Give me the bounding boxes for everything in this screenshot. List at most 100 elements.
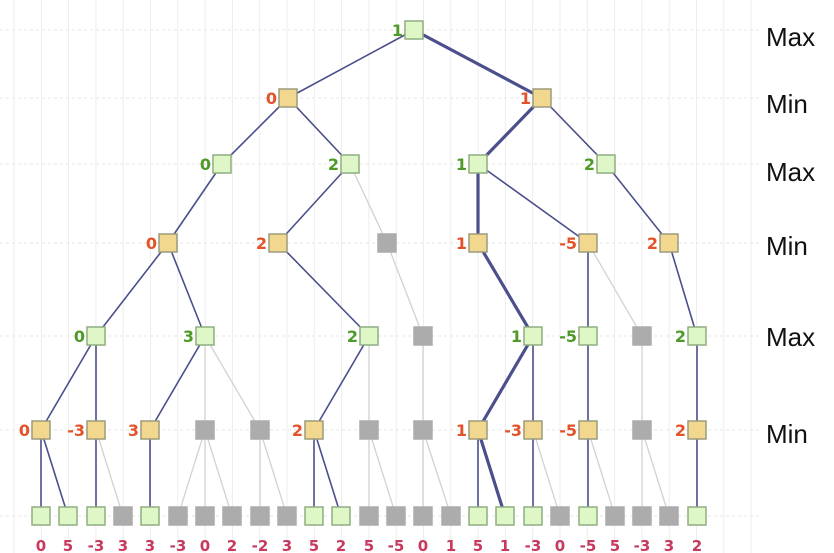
min-node-value: 0	[19, 421, 30, 440]
tree-edge	[313, 335, 370, 431]
max-node-value: 1	[456, 155, 467, 174]
tree-edge	[287, 97, 351, 165]
min-node	[468, 420, 488, 440]
leaf-value: 2	[227, 537, 237, 553]
best-move-edge	[476, 335, 535, 431]
pruned-leaf-node	[605, 506, 625, 526]
tree-edge	[477, 163, 589, 244]
tree-edge	[277, 163, 351, 244]
min-node	[659, 233, 679, 253]
min-node	[687, 420, 707, 440]
min-node-value: -5	[559, 234, 577, 253]
pruned-edge	[204, 335, 261, 431]
pruned-edge	[532, 429, 561, 517]
min-node	[278, 88, 298, 108]
tree-edge	[221, 97, 289, 165]
pruned-leaf-node	[195, 506, 215, 526]
max-node-value: 2	[328, 155, 339, 174]
min-node-value: 2	[256, 234, 267, 253]
pruned-min-node	[359, 420, 379, 440]
leaf-value: -5	[388, 537, 405, 553]
min-node	[532, 88, 552, 108]
leaf-node	[31, 506, 51, 526]
pruned-max-node	[632, 326, 652, 346]
pruned-edge	[386, 242, 424, 337]
min-node	[158, 233, 178, 253]
leaf-value: -5	[580, 537, 597, 553]
best-move-edge	[476, 429, 507, 517]
pruned-edge	[368, 429, 397, 517]
min-node-value: -3	[504, 421, 522, 440]
min-node	[468, 233, 488, 253]
pruned-edge	[259, 429, 288, 517]
level-label-min: Min	[766, 419, 808, 449]
pruned-leaf-node	[550, 506, 570, 526]
leaf-node	[140, 506, 160, 526]
leaf-value: 3	[282, 537, 292, 553]
pruned-leaf-node	[659, 506, 679, 526]
leaf-node	[578, 506, 598, 526]
max-node-value: 1	[392, 21, 403, 40]
tree-edge	[605, 163, 670, 244]
leaf-value: 5	[63, 537, 73, 553]
pruned-max-node	[413, 326, 433, 346]
max-node-value: 1	[511, 327, 522, 346]
max-node-value: 0	[74, 327, 85, 346]
pruned-leaf-node	[222, 506, 242, 526]
leaf-value: 5	[309, 537, 319, 553]
leaf-value: -3	[525, 537, 542, 553]
min-node	[140, 420, 160, 440]
leaf-value: 5	[473, 537, 483, 553]
max-node	[86, 326, 106, 346]
leaf-value: -2	[252, 537, 269, 553]
leaf-value: -3	[170, 537, 187, 553]
pruned-min-node	[632, 420, 652, 440]
min-node	[578, 420, 598, 440]
tree-edge	[167, 163, 223, 244]
tree-edge	[313, 429, 342, 517]
pruned-min-node	[377, 233, 397, 253]
pruned-leaf-node	[632, 506, 652, 526]
pruned-min-node	[195, 420, 215, 440]
min-node-value: 3	[128, 421, 139, 440]
leaf-value: 3	[664, 537, 674, 553]
leaf-value: 5	[610, 537, 620, 553]
leaf-value: 2	[692, 537, 702, 553]
leaf-node	[331, 506, 351, 526]
leaf-value: 0	[200, 537, 210, 553]
min-node	[304, 420, 324, 440]
tree-edge	[287, 29, 415, 99]
max-node	[404, 20, 424, 40]
min-node-value: 1	[520, 89, 531, 108]
leaf-node	[468, 506, 488, 526]
max-node	[468, 154, 488, 174]
leaf-value: 1	[500, 537, 510, 553]
leaf-value: 0	[418, 537, 428, 553]
leaf-value: 0	[36, 537, 46, 553]
leaf-value: 1	[446, 537, 456, 553]
leaf-value: 3	[118, 537, 128, 553]
min-node	[268, 233, 288, 253]
tree-edge	[40, 429, 69, 517]
level-label-max: Max	[766, 157, 816, 187]
pruned-edge	[641, 429, 670, 517]
best-move-edge	[476, 242, 535, 337]
level-label-min: Min	[766, 231, 808, 261]
tree-edge	[668, 242, 698, 337]
max-node	[578, 326, 598, 346]
tree-edge	[167, 242, 206, 337]
max-node-value: 0	[200, 155, 211, 174]
leaf-node	[304, 506, 324, 526]
min-node-value: -3	[67, 421, 85, 440]
pruned-leaf-node	[386, 506, 406, 526]
pruned-min-node	[413, 420, 433, 440]
pruned-leaf-node	[113, 506, 133, 526]
min-node	[31, 420, 51, 440]
max-node	[212, 154, 232, 174]
max-node	[340, 154, 360, 174]
tree-edge	[541, 97, 607, 165]
max-node-value: 2	[584, 155, 595, 174]
tree-edge	[149, 335, 206, 431]
leaf-node	[58, 506, 78, 526]
leaf-value: -3	[88, 537, 105, 553]
